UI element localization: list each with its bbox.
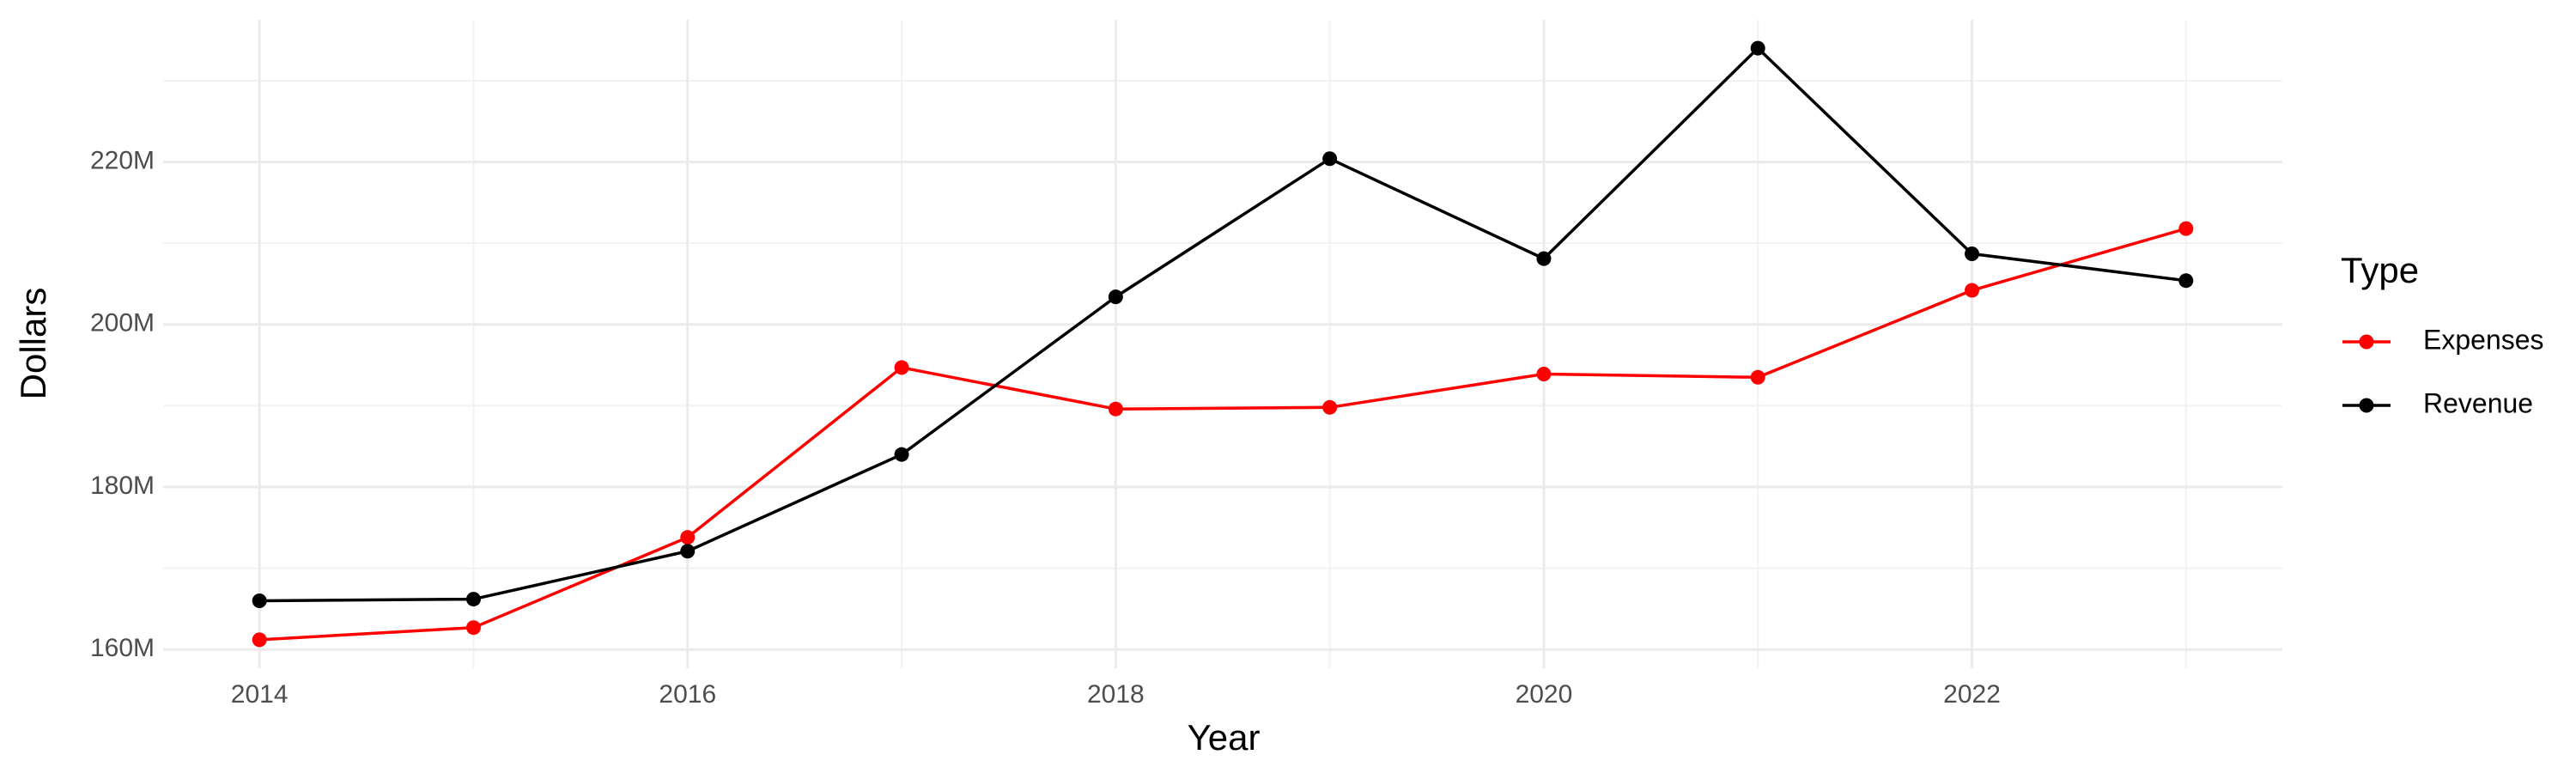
- data-point: [680, 544, 696, 559]
- legend-marker: [2359, 398, 2374, 413]
- x-tick-label: 2016: [659, 680, 716, 709]
- x-tick-label: 2020: [1516, 680, 1573, 709]
- data-point: [1322, 399, 1338, 415]
- y-axis-title: Dollars: [13, 288, 53, 400]
- legend-label: Expenses: [2423, 324, 2544, 355]
- data-point: [894, 360, 909, 375]
- data-point: [680, 530, 696, 545]
- legend-marker: [2359, 334, 2374, 350]
- data-point: [465, 592, 481, 607]
- series-line: [259, 227, 2187, 642]
- y-tick-label: 160M: [90, 634, 155, 662]
- data-point: [1108, 401, 1123, 417]
- y-tick-label: 180M: [90, 472, 155, 500]
- data-point: [465, 620, 481, 636]
- x-tick-label: 2014: [231, 680, 289, 709]
- data-point: [1750, 369, 1765, 385]
- y-tick-label: 220M: [90, 146, 155, 174]
- data-point: [1965, 283, 1980, 298]
- x-tick-label: 2018: [1087, 680, 1145, 709]
- data-point: [252, 632, 267, 648]
- data-point: [1536, 251, 1552, 266]
- y-tick-label: 200M: [90, 309, 155, 338]
- data-point: [1322, 151, 1338, 167]
- data-point: [1536, 367, 1552, 382]
- legend-title: Type: [2341, 250, 2419, 290]
- data-point: [894, 447, 909, 462]
- x-axis-title: Year: [1188, 717, 1261, 758]
- data-point: [2178, 221, 2194, 236]
- series-line: [259, 46, 2187, 603]
- x-tick-label: 2022: [1943, 680, 2001, 709]
- data-point: [1108, 289, 1123, 305]
- data-point: [2178, 273, 2194, 289]
- data-point: [252, 593, 267, 608]
- legend-label: Revenue: [2423, 387, 2533, 418]
- data-point: [1965, 246, 1980, 261]
- data-point: [1750, 40, 1765, 56]
